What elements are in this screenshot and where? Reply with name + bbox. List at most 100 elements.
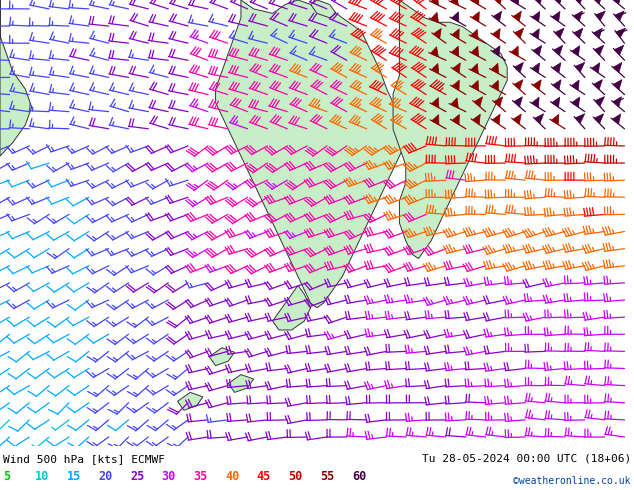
Polygon shape: [572, 97, 579, 107]
Text: 20: 20: [98, 470, 112, 483]
Polygon shape: [470, 29, 478, 40]
Polygon shape: [554, 0, 563, 4]
Polygon shape: [451, 12, 459, 22]
Text: 25: 25: [130, 470, 144, 483]
Polygon shape: [491, 63, 498, 74]
Text: ©weatheronline.co.uk: ©weatheronline.co.uk: [514, 476, 631, 486]
Polygon shape: [533, 46, 541, 55]
Polygon shape: [533, 80, 541, 90]
Polygon shape: [430, 47, 438, 57]
Polygon shape: [615, 11, 624, 21]
Polygon shape: [471, 46, 479, 56]
Polygon shape: [552, 11, 560, 22]
Polygon shape: [514, 79, 523, 90]
Polygon shape: [596, 11, 605, 21]
Polygon shape: [532, 29, 540, 39]
Polygon shape: [575, 62, 585, 72]
Polygon shape: [273, 285, 311, 330]
Polygon shape: [612, 114, 621, 124]
Polygon shape: [532, 63, 540, 73]
Polygon shape: [432, 115, 439, 125]
Polygon shape: [515, 28, 524, 38]
Polygon shape: [514, 62, 524, 73]
Polygon shape: [430, 12, 439, 23]
Text: 60: 60: [352, 470, 366, 483]
Polygon shape: [511, 46, 519, 56]
Polygon shape: [574, 28, 583, 38]
Polygon shape: [593, 79, 602, 90]
Polygon shape: [514, 97, 522, 107]
Polygon shape: [593, 28, 602, 38]
Polygon shape: [592, 63, 600, 73]
Polygon shape: [534, 0, 543, 4]
Text: 40: 40: [225, 470, 239, 483]
Polygon shape: [452, 114, 460, 124]
Text: 15: 15: [67, 470, 81, 483]
Polygon shape: [471, 64, 478, 74]
Polygon shape: [575, 114, 585, 123]
Polygon shape: [613, 79, 622, 90]
Polygon shape: [554, 46, 562, 55]
Polygon shape: [612, 0, 621, 4]
Text: 50: 50: [288, 470, 302, 483]
Polygon shape: [493, 114, 500, 124]
Polygon shape: [472, 12, 479, 22]
Polygon shape: [595, 114, 604, 123]
Polygon shape: [553, 63, 561, 73]
Polygon shape: [494, 97, 503, 107]
Text: 55: 55: [320, 470, 334, 483]
Polygon shape: [474, 97, 482, 107]
Polygon shape: [451, 46, 459, 56]
Polygon shape: [572, 46, 579, 56]
Polygon shape: [472, 0, 479, 5]
Polygon shape: [531, 97, 539, 107]
Polygon shape: [491, 80, 498, 91]
Polygon shape: [433, 28, 441, 39]
Polygon shape: [451, 98, 458, 108]
Polygon shape: [431, 64, 439, 74]
Polygon shape: [571, 80, 579, 90]
Polygon shape: [616, 28, 626, 38]
Polygon shape: [472, 114, 481, 124]
Polygon shape: [209, 348, 235, 366]
Polygon shape: [453, 63, 460, 73]
Polygon shape: [595, 45, 604, 55]
Polygon shape: [452, 80, 460, 90]
Polygon shape: [493, 11, 501, 22]
Polygon shape: [552, 97, 560, 107]
Polygon shape: [471, 80, 479, 91]
Polygon shape: [228, 374, 254, 392]
Polygon shape: [513, 114, 521, 124]
Polygon shape: [493, 46, 500, 56]
Polygon shape: [393, 0, 507, 259]
Polygon shape: [513, 11, 521, 22]
Polygon shape: [495, 0, 503, 4]
Polygon shape: [553, 80, 561, 90]
Polygon shape: [311, 0, 336, 18]
Polygon shape: [532, 11, 540, 22]
Polygon shape: [575, 0, 584, 3]
Polygon shape: [552, 114, 559, 124]
Text: 30: 30: [162, 470, 176, 483]
Polygon shape: [512, 0, 519, 5]
Polygon shape: [431, 0, 439, 5]
Polygon shape: [432, 98, 439, 108]
Text: Wind 500 hPa [kts] ECMWF: Wind 500 hPa [kts] ECMWF: [3, 454, 165, 464]
Polygon shape: [613, 97, 621, 107]
Polygon shape: [178, 392, 203, 410]
Text: 35: 35: [193, 470, 207, 483]
Polygon shape: [451, 0, 458, 5]
Text: 5: 5: [3, 470, 10, 483]
Text: 10: 10: [35, 470, 49, 483]
Polygon shape: [613, 62, 622, 73]
Polygon shape: [534, 114, 543, 123]
Polygon shape: [216, 0, 406, 308]
Polygon shape: [493, 28, 500, 39]
Polygon shape: [452, 29, 459, 39]
Text: Tu 28-05-2024 00:00 UTC (18+06): Tu 28-05-2024 00:00 UTC (18+06): [422, 454, 631, 464]
Polygon shape: [0, 0, 32, 156]
Polygon shape: [593, 0, 602, 4]
Polygon shape: [555, 28, 564, 38]
Text: 45: 45: [257, 470, 271, 483]
Polygon shape: [574, 11, 583, 21]
